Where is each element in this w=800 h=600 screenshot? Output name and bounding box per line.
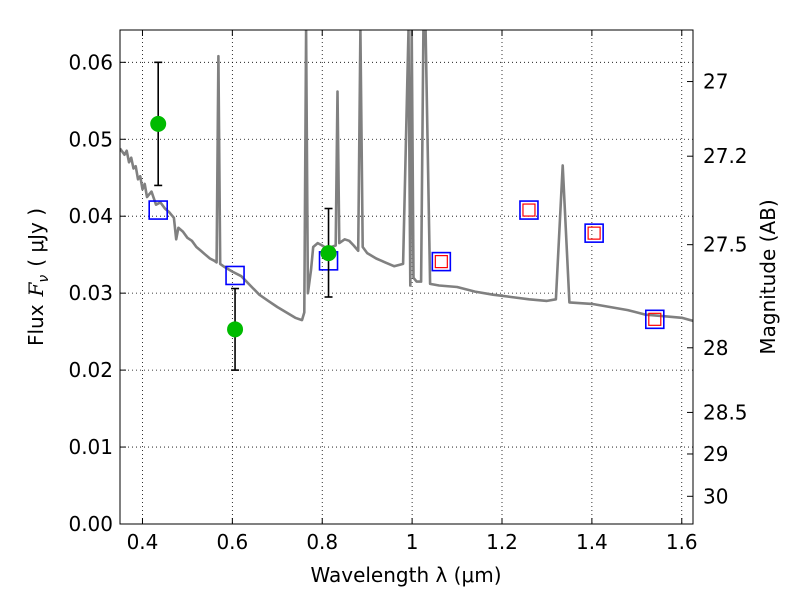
y2-tick-label: 30: [703, 484, 728, 508]
model-photometry-inner-square: [522, 203, 536, 217]
axes: 0.4 0.6 0.8 1 1.2 1.4 1.6 0.00 0.01 0.02 0.03 0.04 0…: [68, 30, 748, 554]
y-tick-label: 0.06: [68, 50, 113, 74]
model-photometry-inner-square: [648, 312, 662, 326]
x-tick-label: 0.4: [127, 530, 159, 554]
x-tick-label: 1.4: [576, 530, 608, 554]
x-tick-label: 0.6: [216, 530, 248, 554]
observed-flux-point: [227, 321, 244, 338]
y-tick-label: 0.00: [68, 512, 113, 536]
y-tick-label: 0.03: [68, 281, 113, 305]
y2-tick-label: 27.2: [703, 144, 748, 168]
spectrum-layer: [120, 30, 693, 323]
y-axis-title: Flux Fν ( μJy ): [24, 208, 52, 346]
model-photometry-square: [431, 251, 452, 272]
x-tick-label: 1.2: [486, 530, 518, 554]
model-spectrum-line: [120, 30, 693, 323]
x-tick-label: 1: [406, 530, 419, 554]
y-tick-label: 0.04: [68, 204, 113, 228]
x-tick-label: 0.8: [306, 530, 338, 554]
y2-tick-label: 29: [703, 442, 728, 466]
model-photometry-square: [148, 200, 168, 220]
y-tick-label: 0.01: [68, 435, 113, 459]
y2-tick-label: 27: [703, 70, 728, 94]
observed-flux-point: [150, 115, 167, 132]
model-photometry-square: [584, 223, 604, 243]
model-photometry-inner-square: [587, 226, 601, 240]
y2-tick-label: 28: [703, 336, 728, 360]
x-axis-title: Wavelength λ (μm): [310, 563, 501, 587]
observed-flux-point: [320, 245, 337, 262]
y2-tick-label: 27.5: [703, 233, 748, 257]
plot-frame: [119, 29, 694, 525]
y-tick-label: 0.05: [68, 127, 113, 151]
y-axis-title-unit: ( μJy ): [24, 208, 48, 267]
model-photometry-square: [519, 200, 539, 220]
y-axis-title-symbol: F: [24, 281, 48, 297]
x-tick-label: 1.6: [666, 530, 698, 554]
y-axis-title-subscript: ν: [36, 275, 52, 283]
marker-layer: [148, 61, 665, 371]
model-photometry-square: [225, 265, 245, 286]
y2-tick-label: 28.5: [703, 400, 748, 424]
y2-axis-title: Magnitude (AB): [756, 199, 780, 354]
model-photometry-square: [644, 309, 665, 330]
y-tick-label: 0.02: [68, 358, 113, 382]
y-axis-title-prefix: Flux: [24, 304, 48, 346]
model-photometry-inner-square: [434, 255, 448, 269]
